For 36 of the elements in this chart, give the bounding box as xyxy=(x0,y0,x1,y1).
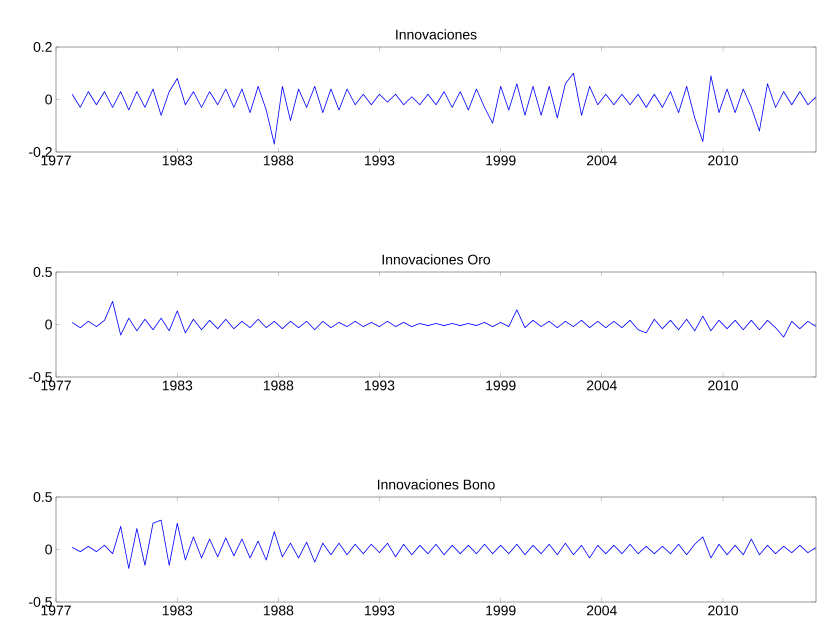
x-tick-label: 2010 xyxy=(708,156,738,166)
y-tick-label: -0.5 xyxy=(29,597,52,607)
x-tick-label: 1993 xyxy=(364,156,394,166)
x-tick-label: 1977 xyxy=(42,606,71,616)
y-tick-label: 0 xyxy=(45,544,52,554)
line-series xyxy=(72,72,816,145)
x-tick-label: 2004 xyxy=(586,380,617,390)
x-tick-label: 1977 xyxy=(42,380,71,390)
y-tick-label: 0 xyxy=(45,94,52,104)
y-tick-label: 0.5 xyxy=(34,267,52,277)
x-tick-label: 1988 xyxy=(264,156,294,166)
x-tick-label: 1983 xyxy=(162,156,192,166)
x-tick-label: 1993 xyxy=(364,606,394,616)
x-tick-label: 1993 xyxy=(364,380,394,390)
y-tick-label: 0.5 xyxy=(34,492,52,502)
x-tick-label: 1988 xyxy=(264,606,294,616)
x-tick-label: 1999 xyxy=(486,380,516,390)
x-tick-label: 2010 xyxy=(708,606,738,616)
line-series xyxy=(72,520,816,569)
x-tick-label: 2004 xyxy=(586,156,617,166)
x-tick-label: 1983 xyxy=(162,380,192,390)
line-series xyxy=(72,301,816,338)
x-tick-label: 1999 xyxy=(486,156,516,166)
x-tick-label: 2010 xyxy=(708,380,738,390)
x-tick-label: 1983 xyxy=(162,606,192,616)
chart-title: Innovaciones Oro xyxy=(382,254,490,265)
x-tick-label: 1977 xyxy=(42,156,71,166)
chart-title: Innovaciones xyxy=(396,29,477,40)
y-tick-label: -0.2 xyxy=(29,147,52,157)
x-tick-label: 2004 xyxy=(586,606,617,616)
x-tick-label: 1988 xyxy=(264,380,294,390)
x-tick-label: 1999 xyxy=(486,606,516,616)
chart-title: Innovaciones Bono xyxy=(378,479,495,490)
y-tick-label: 0.2 xyxy=(34,42,52,52)
y-tick-label: 0 xyxy=(45,320,52,330)
y-tick-label: -0.5 xyxy=(29,372,52,382)
